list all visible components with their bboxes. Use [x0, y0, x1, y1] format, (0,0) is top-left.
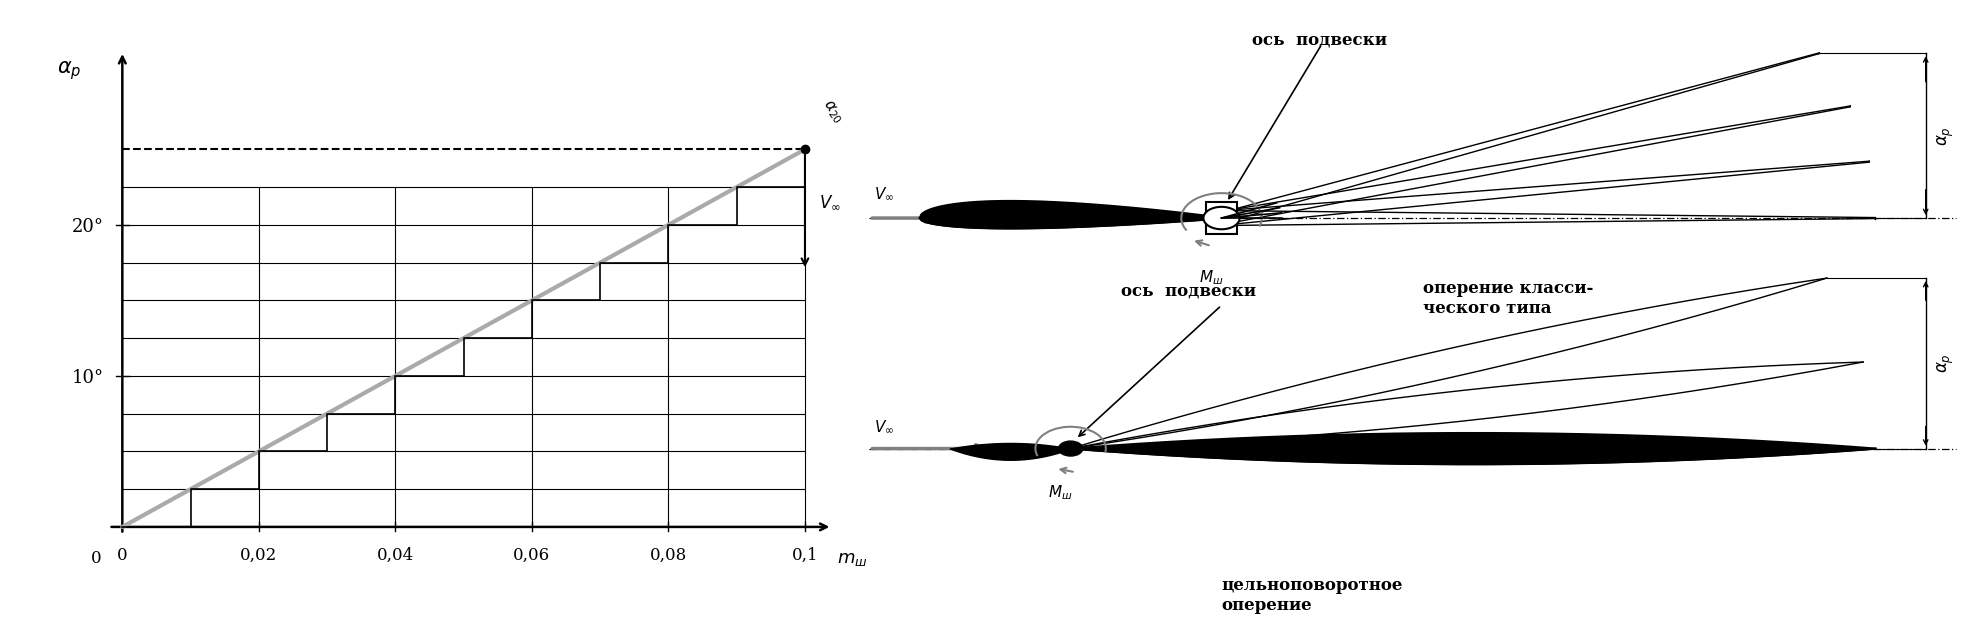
Bar [1207, 202, 1237, 234]
Text: цельноповоротное
оперение: цельноповоротное оперение [1221, 577, 1403, 614]
Text: ось  подвески: ось подвески [1251, 31, 1387, 48]
Text: $V_\infty$: $V_\infty$ [818, 193, 840, 211]
Text: $\alpha_p$: $\alpha_p$ [57, 59, 81, 82]
Text: $M_ш$: $M_ш$ [1199, 268, 1223, 287]
Text: $V_\infty$: $V_\infty$ [875, 186, 895, 202]
Text: $\alpha_{20}$: $\alpha_{20}$ [818, 97, 846, 126]
Text: $m_ш$: $m_ш$ [838, 549, 867, 568]
Circle shape [1059, 441, 1083, 456]
Text: $\alpha_p$: $\alpha_p$ [1936, 126, 1956, 146]
Text: $V_\infty$: $V_\infty$ [875, 419, 895, 435]
Text: оперение класси-
ческого типа: оперение класси- ческого типа [1423, 280, 1593, 317]
Text: ось  подвески: ось подвески [1120, 282, 1257, 299]
Text: $M_ш$: $M_ш$ [1049, 483, 1073, 502]
Text: $\alpha_p$: $\alpha_p$ [1936, 353, 1956, 373]
Text: 0: 0 [91, 549, 103, 566]
Circle shape [1203, 207, 1239, 229]
